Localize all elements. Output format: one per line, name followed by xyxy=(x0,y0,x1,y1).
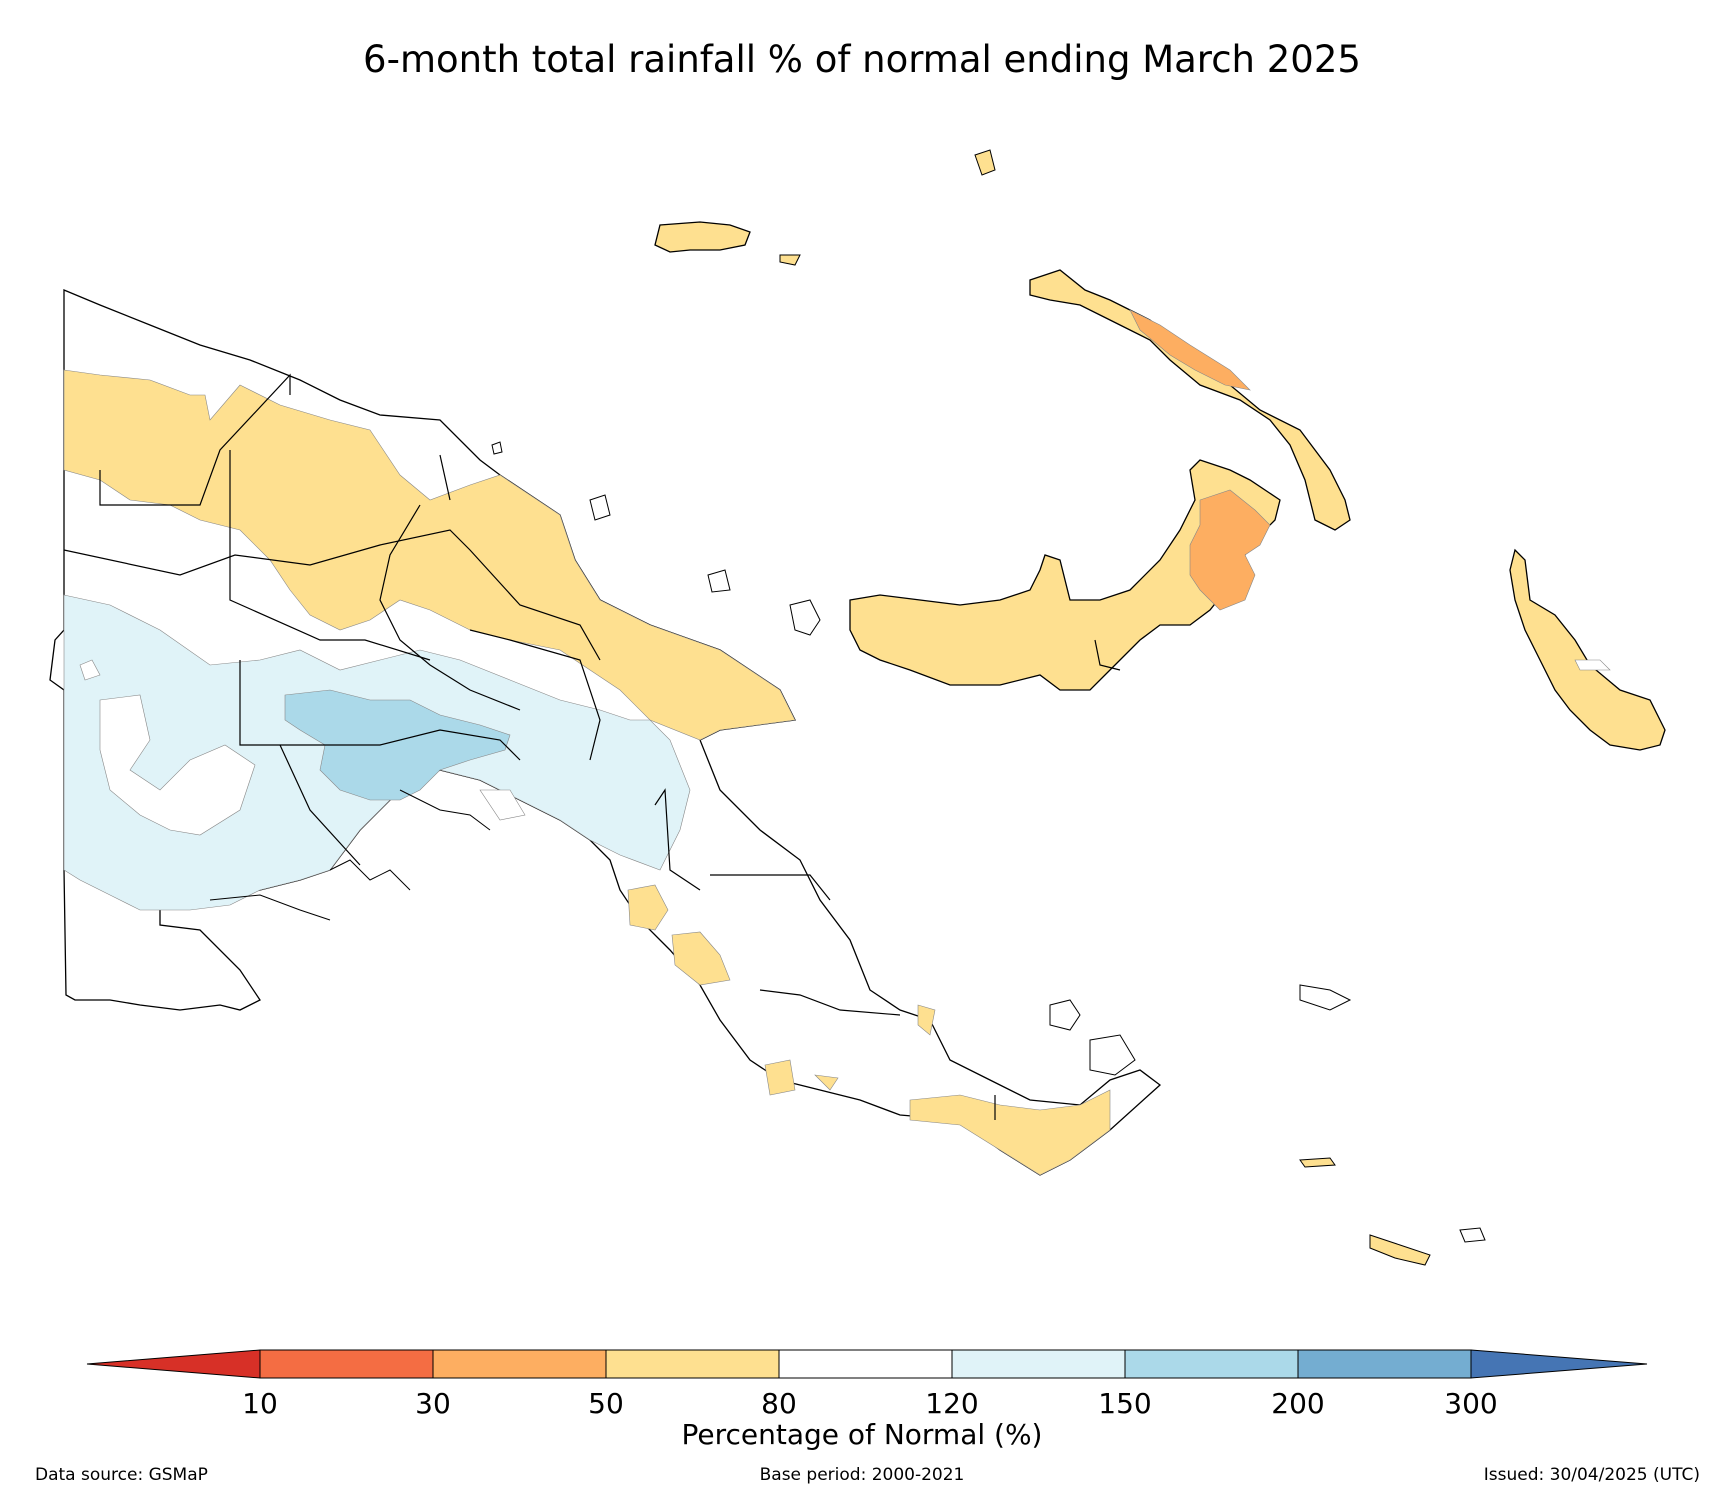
map-title: 6-month total rainfall % of normal endin… xyxy=(363,38,1361,81)
province-boundaries xyxy=(63,373,996,1120)
zone-80-120-hole-2 xyxy=(479,789,526,821)
bougainville xyxy=(1509,548,1666,751)
base-period: Base period: 2000-2021 xyxy=(759,1465,965,1485)
colorbar-tick-label: 120 xyxy=(925,1387,979,1420)
colorbar-tick-label: 150 xyxy=(1098,1387,1152,1420)
colorbar-segment-10_30 xyxy=(259,1349,434,1379)
new-britain-boundary xyxy=(1094,639,1121,671)
colorbar-tick-label: 80 xyxy=(761,1387,797,1420)
zone-50-80-southeast xyxy=(909,1089,1111,1176)
river-delta xyxy=(209,789,491,921)
colorbar-tick-label: 200 xyxy=(1271,1387,1325,1420)
colorbar-tick-label: 30 xyxy=(415,1387,451,1420)
manus-islands xyxy=(654,149,996,266)
colorbar-extend-high xyxy=(1470,1349,1648,1379)
colorbar-segment-120_150 xyxy=(951,1349,1126,1379)
zone-80-120-hole-3 xyxy=(79,659,101,681)
colorbar-label: Percentage of Normal (%) xyxy=(681,1418,1043,1451)
zone-80-120-hole-1 xyxy=(99,694,256,836)
data-source: Data source: GSMaP xyxy=(35,1465,208,1485)
new-ireland-zone-30-50 xyxy=(1129,309,1251,391)
island-tagula xyxy=(1369,1234,1431,1266)
colorbar-segment-30_50 xyxy=(432,1349,607,1379)
colorbar-tick-label: 10 xyxy=(242,1387,278,1420)
islet-northeast-1 xyxy=(974,149,996,176)
colorbar-tick-label: 300 xyxy=(1444,1387,1498,1420)
colorbar-segment-80_120 xyxy=(778,1349,953,1379)
new-britain-zone-30-50 xyxy=(1189,489,1271,611)
new-ireland-land xyxy=(1029,269,1351,531)
new-britain xyxy=(849,459,1281,691)
colorbar-segment-150_200 xyxy=(1124,1349,1299,1379)
colorbar-extend-low xyxy=(86,1349,261,1379)
issued-date: Issued: 30/04/2025 (UTC) xyxy=(1483,1465,1700,1485)
zone-50-80-patch-1 xyxy=(627,884,669,931)
island-woodlark xyxy=(1299,984,1352,1011)
zone-50-80-north xyxy=(63,369,796,741)
island-normanby xyxy=(1089,1034,1136,1076)
island-misima xyxy=(1299,1157,1336,1168)
zone-50-80-patch-4 xyxy=(814,1074,839,1091)
new-ireland xyxy=(1029,269,1351,531)
north-islets xyxy=(491,441,821,636)
colorbar xyxy=(86,1349,1648,1379)
mainland xyxy=(49,289,1162,1176)
bougainville-hole xyxy=(1574,659,1611,671)
zone-50-80-patch-5 xyxy=(917,1004,936,1036)
manus-land xyxy=(654,221,751,253)
colorbar-segment-50_80 xyxy=(605,1349,780,1379)
island-fergusson xyxy=(1049,999,1081,1031)
southeast-islands xyxy=(1049,984,1486,1266)
manus-east xyxy=(779,254,801,266)
colorbar-segment-200_300 xyxy=(1297,1349,1472,1379)
bougainville-land xyxy=(1509,548,1666,751)
colorbar-tick-label: 50 xyxy=(588,1387,624,1420)
zone-50-80-patch-2 xyxy=(671,931,731,986)
island-rossel xyxy=(1459,1227,1486,1243)
new-britain-land xyxy=(849,459,1281,691)
zone-50-80-patch-3 xyxy=(764,1059,796,1096)
